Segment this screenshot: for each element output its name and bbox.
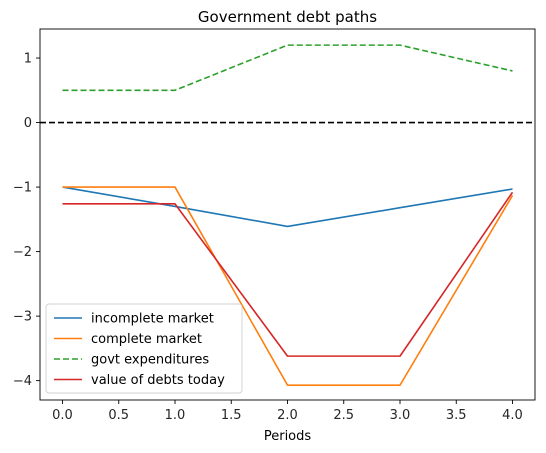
legend: incomplete market complete market govt exp… (45, 303, 243, 394)
x-tick-label: 0.0 (52, 408, 73, 423)
y-tick-label: −3 (13, 310, 32, 325)
chart-title: Government debt paths (198, 8, 377, 26)
y-tick-label: −4 (13, 374, 32, 389)
y-axis: 1 0 −1 −2 −3 −4 (13, 52, 40, 389)
y-tick-label: 1 (24, 52, 32, 67)
x-tick-label: 4.0 (502, 408, 523, 423)
y-tick-label: 0 (24, 116, 32, 131)
x-tick-label: 1.0 (165, 408, 186, 423)
series-line-incomplete-market (62, 186, 513, 228)
x-axis-label: Periods (264, 429, 312, 444)
legend-entry: incomplete market (91, 312, 214, 327)
y-tick-label: −1 (13, 181, 32, 196)
series-line-value-of-debts-today (62, 191, 514, 357)
legend-box (45, 303, 243, 394)
series-layer (62, 44, 514, 386)
x-tick-label: 2.5 (333, 408, 354, 423)
x-axis: 0.0 0.5 1.0 1.5 2.0 2.5 3.0 3.5 4.0 (52, 400, 523, 423)
x-tick-label: 2.0 (277, 408, 298, 423)
x-tick-label: 1.5 (221, 408, 242, 423)
legend-entry: govt expenditures (91, 353, 209, 368)
series-line-govt-expenditures (62, 44, 513, 92)
y-tick-label: −2 (13, 245, 32, 260)
x-tick-label: 3.5 (446, 408, 467, 423)
x-tick-label: 3.0 (390, 408, 411, 423)
x-tick-label: 0.5 (108, 408, 129, 423)
series-line-complete-market (62, 186, 514, 386)
legend-entry: complete market (91, 332, 202, 347)
legend-entry: value of debts today (91, 373, 225, 388)
